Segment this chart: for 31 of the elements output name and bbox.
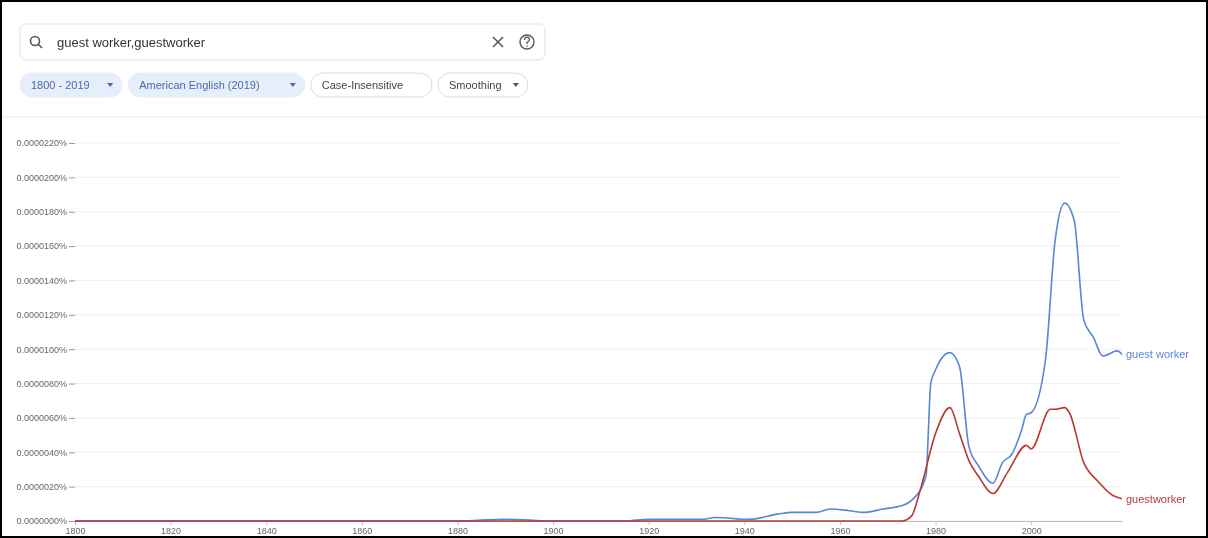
text: Case-Insensitive <box>321 79 404 91</box>
text: guest worker,guestworker <box>57 35 206 50</box>
series-label: guest worker <box>1126 348 1190 361</box>
y-tick-label: 0.0000180% <box>16 207 67 218</box>
y-tick-label: 0.0000060% <box>16 413 67 424</box>
x-tick-label: 1820 <box>161 526 182 537</box>
y-tick-label: 0.0000100% <box>16 344 67 355</box>
y-tick-label: 0.0000220% <box>16 138 67 149</box>
x-tick-label: 2000 <box>1021 526 1042 537</box>
y-tick-label: 0.0000080% <box>16 378 67 389</box>
line-series <box>74 406 1123 522</box>
y-tick-label: 0.0000000% <box>16 516 67 527</box>
y-tick-label: 0.0000120% <box>16 310 67 321</box>
text: Smoothing <box>449 79 502 91</box>
x-tick-label: 1880 <box>447 526 468 537</box>
x-tick-label: 1800 <box>65 526 86 537</box>
x-tick-label: 1920 <box>639 526 660 537</box>
text: American English (2019) <box>139 79 260 91</box>
y-tick-label: 0.0000040% <box>16 447 67 458</box>
text: 1800 - 2019 <box>31 79 90 91</box>
x-tick-label: 1900 <box>543 526 564 537</box>
x-tick-label: 1960 <box>830 526 851 537</box>
y-tick-label: 0.0000200% <box>16 172 67 183</box>
x-tick-label: 1980 <box>926 526 947 537</box>
y-tick-label: 0.0000160% <box>16 241 67 252</box>
y-tick-label: 0.0000020% <box>16 482 67 493</box>
x-tick-label: 1860 <box>352 526 373 537</box>
y-tick-label: 0.0000140% <box>16 275 67 286</box>
series-label: guestworker <box>1126 492 1187 505</box>
x-tick-label: 1840 <box>256 526 277 537</box>
x-tick-label: 1940 <box>734 526 755 537</box>
